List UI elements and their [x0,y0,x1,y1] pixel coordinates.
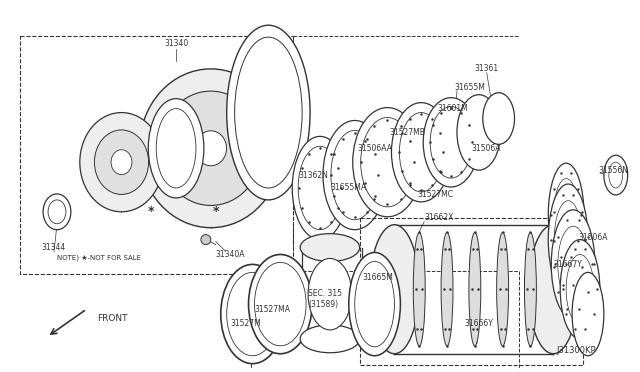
Ellipse shape [560,240,600,339]
Text: *: * [148,205,154,218]
Ellipse shape [156,109,196,188]
Ellipse shape [227,25,310,200]
Ellipse shape [441,232,453,346]
Ellipse shape [370,225,419,354]
Text: FRONT: FRONT [97,314,127,324]
Ellipse shape [551,210,595,319]
Ellipse shape [392,103,451,202]
Ellipse shape [469,232,481,346]
Ellipse shape [292,137,348,240]
Ellipse shape [159,91,262,205]
Ellipse shape [331,131,378,220]
Text: 31361: 31361 [475,64,499,73]
Text: SEC. 315
(31589): SEC. 315 (31589) [308,289,342,309]
Ellipse shape [361,118,414,207]
Ellipse shape [457,95,500,170]
Ellipse shape [300,325,360,353]
Ellipse shape [353,108,422,217]
Ellipse shape [483,93,515,144]
Text: 31655MA: 31655MA [330,183,366,192]
Text: 31362N: 31362N [298,171,328,180]
Ellipse shape [529,225,578,354]
Ellipse shape [497,232,509,346]
Ellipse shape [300,234,360,262]
Ellipse shape [572,272,604,356]
Ellipse shape [140,69,282,228]
Ellipse shape [148,99,204,198]
Ellipse shape [399,113,443,192]
Ellipse shape [235,37,302,188]
Ellipse shape [94,130,148,195]
Ellipse shape [548,163,584,266]
Text: 31655M: 31655M [454,83,485,92]
Ellipse shape [298,146,342,230]
Ellipse shape [430,107,472,178]
Ellipse shape [554,201,582,279]
Text: 31527MA: 31527MA [254,305,291,314]
Text: 31340A: 31340A [216,250,245,259]
Ellipse shape [604,155,628,195]
Text: 31665M: 31665M [362,273,393,282]
Text: 31601M: 31601M [437,104,468,113]
Text: 31667Y: 31667Y [553,260,582,269]
Ellipse shape [111,150,132,174]
Ellipse shape [355,262,394,347]
Ellipse shape [548,184,588,295]
Ellipse shape [308,259,352,330]
Ellipse shape [566,254,594,324]
Text: 31527MB: 31527MB [390,128,426,137]
Ellipse shape [80,113,163,212]
Ellipse shape [609,162,623,188]
Ellipse shape [201,235,211,244]
Text: 31506AA: 31506AA [358,144,393,153]
Text: 31527M: 31527M [230,320,261,328]
Ellipse shape [554,179,579,251]
Ellipse shape [248,254,312,354]
Ellipse shape [423,98,479,187]
Ellipse shape [349,253,401,356]
Ellipse shape [413,232,425,346]
Ellipse shape [524,232,536,346]
Text: 31506A: 31506A [578,233,607,242]
Ellipse shape [221,264,284,364]
Ellipse shape [43,194,71,230]
Text: 31556N: 31556N [598,166,628,174]
Text: 31340: 31340 [164,39,188,48]
Ellipse shape [227,272,278,356]
Text: *: * [212,205,219,218]
Text: NOTE) ★-NOT FOR SALE: NOTE) ★-NOT FOR SALE [57,254,141,261]
Text: 31666Y: 31666Y [465,320,493,328]
Ellipse shape [48,200,66,224]
Text: 31662X: 31662X [424,213,454,222]
Ellipse shape [323,121,387,230]
Ellipse shape [255,262,306,346]
Ellipse shape [195,131,227,166]
Text: 31344: 31344 [42,243,66,252]
Ellipse shape [558,226,588,303]
Text: 31527MC: 31527MC [417,190,453,199]
Text: J31300KP: J31300KP [556,346,596,355]
Text: 31506A: 31506A [472,144,501,153]
